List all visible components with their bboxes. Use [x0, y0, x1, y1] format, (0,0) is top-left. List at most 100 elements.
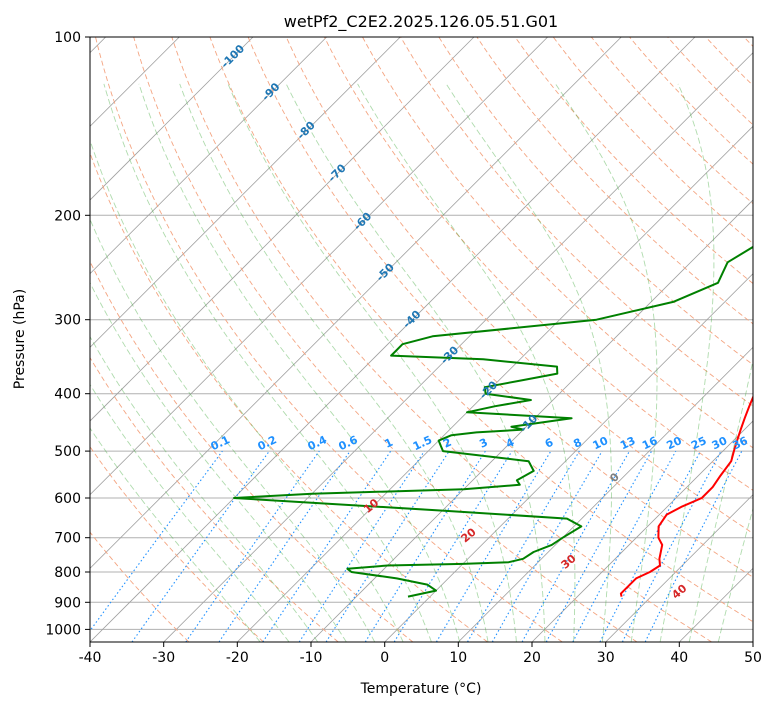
x-tick-label: 0	[380, 650, 389, 666]
dry-adiabat-line	[0, 37, 338, 642]
dry-adiabat-line	[0, 37, 189, 642]
mixing-ratio-line	[546, 451, 651, 642]
moist-adiabat-line	[689, 84, 775, 642]
isotherm-label: -90	[259, 80, 282, 103]
y-tick-label: 800	[54, 565, 81, 581]
isotherm-line	[385, 37, 775, 642]
dry-adiabat-line	[744, 37, 775, 642]
isotherm-label: -40	[400, 307, 423, 330]
mixing-ratio-label: 25	[689, 434, 708, 452]
mixing-ratio-label: 30	[710, 434, 730, 452]
dry-adiabat-line	[134, 37, 637, 642]
dry-adiabat-label: 10	[361, 496, 381, 516]
mixing-ratio-label: 0.1	[209, 433, 232, 453]
x-tick-label: 20	[523, 650, 541, 666]
mixing-ratio-label: 0.2	[256, 433, 279, 453]
dry-adiabat-line	[363, 37, 775, 642]
mixing-ratio-line	[263, 451, 391, 642]
mixing-ratio-line	[326, 451, 449, 642]
mixing-ratio-line	[82, 451, 223, 642]
dry-adiabat-line	[706, 37, 775, 642]
y-tick-label: 1000	[45, 622, 81, 638]
moist-adiabat-line	[0, 84, 260, 642]
isotherm-line	[458, 37, 775, 642]
dewpoint-curve	[234, 37, 775, 597]
x-tick-label: 40	[670, 650, 688, 666]
mixing-ratio-label: 13	[618, 434, 637, 452]
x-tick-label: -20	[226, 650, 249, 666]
dry-adiabat-line	[172, 37, 712, 642]
y-tick-label: 100	[54, 30, 81, 46]
y-tick-label: 300	[54, 313, 81, 329]
mixing-ratio-label: 0.4	[306, 433, 329, 453]
mixing-ratio-line	[622, 451, 721, 642]
mixing-ratio-label: 6	[543, 436, 556, 451]
y-tick-label: 900	[54, 595, 81, 611]
isotherm-line	[679, 37, 775, 642]
x-axis-label: Temperature (°C)	[360, 681, 482, 697]
temperature-curve	[621, 37, 775, 597]
x-tick-label: 10	[449, 650, 467, 666]
dry-adiabat-line	[19, 37, 413, 642]
isotherm-label: -60	[351, 209, 374, 232]
isotherm-line	[0, 37, 400, 642]
moist-adiabat-line	[104, 84, 432, 642]
y-tick-label: 600	[54, 491, 81, 507]
dry-adiabat-line	[477, 37, 775, 642]
sounding-curves	[234, 37, 775, 597]
dry-adiabat-label: 20	[459, 525, 479, 545]
moist-adiabat-label: 0	[607, 470, 622, 485]
dry-adiabat-line	[439, 37, 775, 642]
dry-adiabat-line	[591, 37, 775, 642]
isotherm-label: -50	[374, 261, 397, 284]
isotherm-line	[164, 37, 769, 642]
x-axis: -40 -30 -20 -10 0 10 20 30 40 50	[79, 642, 762, 666]
y-axis: 100 200 300 400 500 600 700 800 900 1000	[45, 30, 90, 638]
background-lines	[0, 37, 775, 642]
moist-adiabat-line	[46, 84, 374, 642]
moist-adiabat-line	[286, 84, 545, 642]
isotherm-line	[311, 37, 775, 642]
mixing-ratio-line	[219, 451, 350, 642]
mixing-ratio-line	[573, 451, 676, 642]
isotherm-label: -70	[326, 161, 349, 184]
x-tick-label: -40	[79, 650, 102, 666]
isotherm-label: -100	[219, 42, 248, 71]
mixing-ratio-label: 16	[640, 434, 660, 452]
mixing-ratio-label: 20	[665, 434, 685, 452]
moist-adiabat-line	[228, 84, 517, 642]
x-tick-label: 30	[597, 650, 615, 666]
moist-adiabat-line	[22, 84, 346, 642]
y-tick-label: 200	[54, 208, 81, 224]
mixing-ratio-label: 3	[477, 436, 489, 451]
isotherm-line	[0, 37, 548, 642]
x-tick-label: 50	[744, 650, 762, 666]
mixing-ratio-label: 2	[441, 436, 453, 451]
y-tick-label: 500	[54, 444, 81, 460]
isotherm-line	[0, 37, 474, 642]
dry-adiabat-line	[0, 37, 264, 642]
y-tick-label: 700	[54, 531, 81, 547]
isotherm-line	[90, 37, 695, 642]
mixing-ratio-line	[299, 451, 424, 642]
mixing-ratio-label: 1	[383, 436, 395, 451]
moist-adiabat-line	[660, 84, 714, 642]
mixing-ratio-label: 10	[591, 434, 611, 452]
isotherm-label: -30	[438, 343, 461, 366]
y-axis-label: Pressure (hPa)	[12, 289, 28, 389]
dry-adiabat-line	[515, 37, 775, 642]
x-tick-label: -10	[300, 650, 323, 666]
dry-adiabat-label: 40	[669, 582, 689, 602]
mixing-ratio-label: 1.5	[411, 433, 434, 453]
y-tick-label: 400	[54, 387, 81, 403]
isotherm-line	[16, 37, 621, 642]
mixing-ratio-label: 0.6	[337, 433, 360, 453]
mixing-ratio-line	[436, 451, 551, 642]
dry-adiabat-line	[668, 37, 775, 642]
isotherm-line	[532, 37, 775, 642]
isotherm-line	[237, 37, 775, 642]
x-tick-label: -30	[152, 650, 175, 666]
